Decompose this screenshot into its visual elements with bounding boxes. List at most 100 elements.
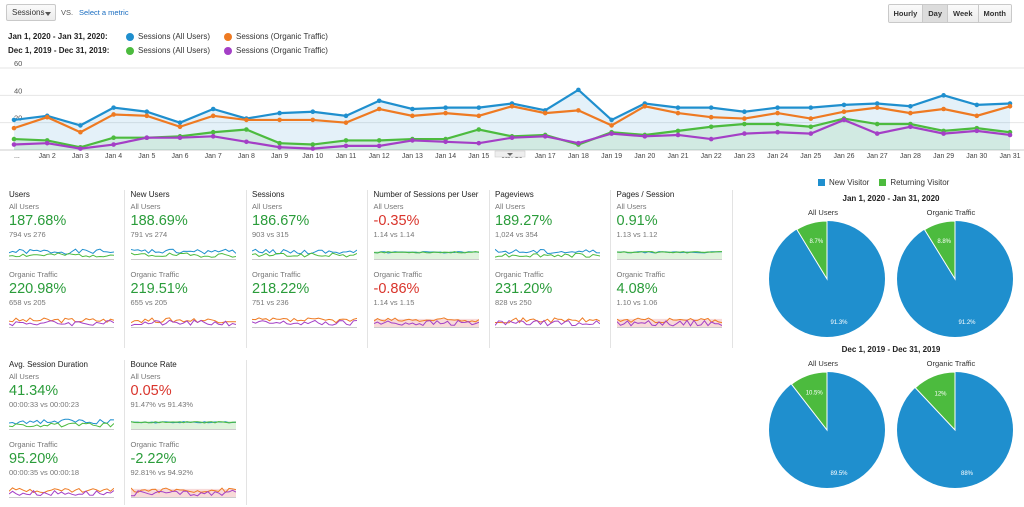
data-point — [874, 121, 880, 127]
data-point — [244, 117, 249, 123]
x-tick-label: Jan 29 — [933, 153, 954, 160]
sparkline-line — [9, 317, 114, 324]
data-point — [841, 117, 847, 123]
pie-label-new: 91.3% — [830, 320, 848, 326]
sparkline-line — [373, 319, 479, 327]
data-point — [974, 113, 980, 119]
sparkline-shade — [373, 250, 479, 260]
pie-chart[interactable]: 8.7% 91.3% — [768, 220, 886, 338]
sparkline-line — [130, 487, 236, 494]
legend-dot-icon — [126, 46, 134, 55]
pie-legend: New Visitor Returning Visitor — [818, 178, 959, 187]
sparkline-line — [9, 320, 114, 327]
data-point — [144, 109, 150, 115]
scorecard[interactable]: Bounce Rate All Users 0.05% 91.47% vs 91.43… — [130, 360, 248, 498]
pie-chart[interactable]: 8.8% 91.2% — [896, 220, 1014, 338]
legend-dot-icon — [224, 32, 233, 41]
x-tick-label: Jan 12 — [369, 153, 390, 160]
data-point — [908, 110, 913, 116]
sparkline-shade — [373, 318, 479, 328]
card-divider — [610, 190, 611, 348]
data-point — [177, 135, 183, 140]
pie-chart[interactable]: 10.5% 89.5% — [768, 371, 886, 489]
sparkline-line — [252, 252, 357, 258]
data-point — [808, 116, 814, 121]
data-point — [310, 117, 316, 123]
y-tick-label: 20 — [14, 114, 22, 123]
pie-segment-label: Organic Traffic — [926, 208, 976, 217]
pie-legend-item[interactable]: New Visitor — [818, 178, 869, 187]
tab-day[interactable]: Day — [922, 5, 948, 22]
x-tick-label: Jan 4 — [105, 153, 122, 160]
percent-change: 188.69% — [130, 213, 188, 229]
scorecard[interactable]: Avg. Session Duration All Users 41.34% 00:0… — [9, 360, 126, 498]
sparkline-shade — [616, 250, 722, 260]
tab-week[interactable]: Week — [947, 5, 978, 22]
legend-item[interactable]: Sessions (All Users) — [126, 32, 210, 41]
pie-legend-item[interactable]: Returning Visitor — [879, 178, 949, 187]
comparison-value: 91.47% vs 91.43% — [130, 400, 194, 409]
scorecard[interactable]: Number of Sessions per User All Users -0.3… — [373, 190, 491, 328]
sparkline-line — [9, 252, 114, 258]
segment-label: All Users — [616, 202, 647, 211]
percent-change: 95.20% — [9, 451, 59, 467]
legend-item[interactable]: Sessions (All Users) — [126, 46, 210, 55]
sparkline — [252, 317, 357, 328]
data-point — [78, 146, 83, 151]
x-tick-label: ... — [14, 153, 20, 160]
data-point — [310, 109, 316, 115]
data-point — [609, 131, 614, 136]
legend-item[interactable]: Sessions (Organic Traffic) — [224, 32, 328, 41]
pie-slice-returning — [914, 371, 956, 432]
sparkline-line — [9, 418, 114, 425]
data-point — [44, 140, 50, 146]
x-tick-label: Jan 26 — [833, 153, 854, 160]
pie-segment-label: All Users — [807, 359, 838, 368]
data-point — [542, 134, 548, 139]
pie-chart[interactable]: 12% 88% — [896, 371, 1014, 489]
data-point — [210, 113, 216, 119]
data-point — [609, 123, 614, 128]
sparkline-shade — [130, 488, 236, 498]
data-point — [177, 120, 183, 125]
x-tick-label: Jan 2 — [39, 153, 56, 160]
scorecard-title: New Users — [130, 190, 170, 199]
sparkline-shade — [616, 318, 722, 328]
data-point — [78, 123, 83, 128]
x-tick-label: Jan 27 — [867, 153, 888, 160]
data-point — [742, 116, 747, 121]
comparison-value: 1,024 vs 354 — [495, 230, 538, 239]
data-point — [708, 136, 714, 142]
y-tick-label: 40 — [14, 86, 22, 95]
data-point — [111, 105, 116, 110]
metric-selector[interactable]: Sessions — [6, 4, 56, 21]
scorecard[interactable]: Pages / Session All Users 0.91% 1.13 vs 1.1… — [616, 190, 734, 328]
data-point — [343, 138, 349, 143]
comparison-value: 655 vs 205 — [130, 298, 168, 307]
scorecard[interactable]: New Users All Users 188.69% 791 vs 274 Organ… — [130, 190, 248, 328]
sparkline-line — [130, 252, 236, 258]
data-point — [376, 143, 382, 149]
percent-change: -0.86% — [373, 281, 420, 297]
data-point — [376, 138, 382, 143]
sparkline — [495, 248, 600, 260]
scorecard[interactable]: Users All Users 187.68% 794 vs 276 Organic T… — [9, 190, 126, 328]
scorecard[interactable]: Sessions All Users 186.67% 903 vs 315 Organi… — [252, 190, 369, 328]
sparkline — [9, 487, 114, 498]
x-tick-label: Jan 28 — [900, 153, 921, 160]
pie-label-returning: 10.5% — [806, 391, 824, 397]
x-tick-label: Jan 14 — [435, 153, 456, 160]
segment-label: All Users — [9, 372, 40, 381]
legend-label: Sessions (Organic Traffic) — [236, 32, 328, 41]
legend-item[interactable]: Sessions (Organic Traffic) — [224, 46, 328, 55]
scorecard[interactable]: Pageviews All Users 189.27% 1,024 vs 354 Org… — [495, 190, 612, 328]
x-tick-label: Jan 25 — [800, 153, 821, 160]
tab-hourly[interactable]: Hourly — [888, 5, 923, 22]
sparkline — [616, 317, 722, 328]
select-metric-link[interactable]: Select a metric — [79, 8, 129, 17]
tab-month[interactable]: Month — [977, 5, 1011, 22]
data-point — [111, 142, 116, 147]
sessions-line-chart[interactable]: 20 40 60... Jan 2 Jan 3 Jan 4 Jan 5 Jan 6 Jan 7 J… — [0, 60, 1024, 165]
sparkline — [373, 250, 479, 260]
pie-legend-label: New Visitor — [829, 178, 870, 187]
